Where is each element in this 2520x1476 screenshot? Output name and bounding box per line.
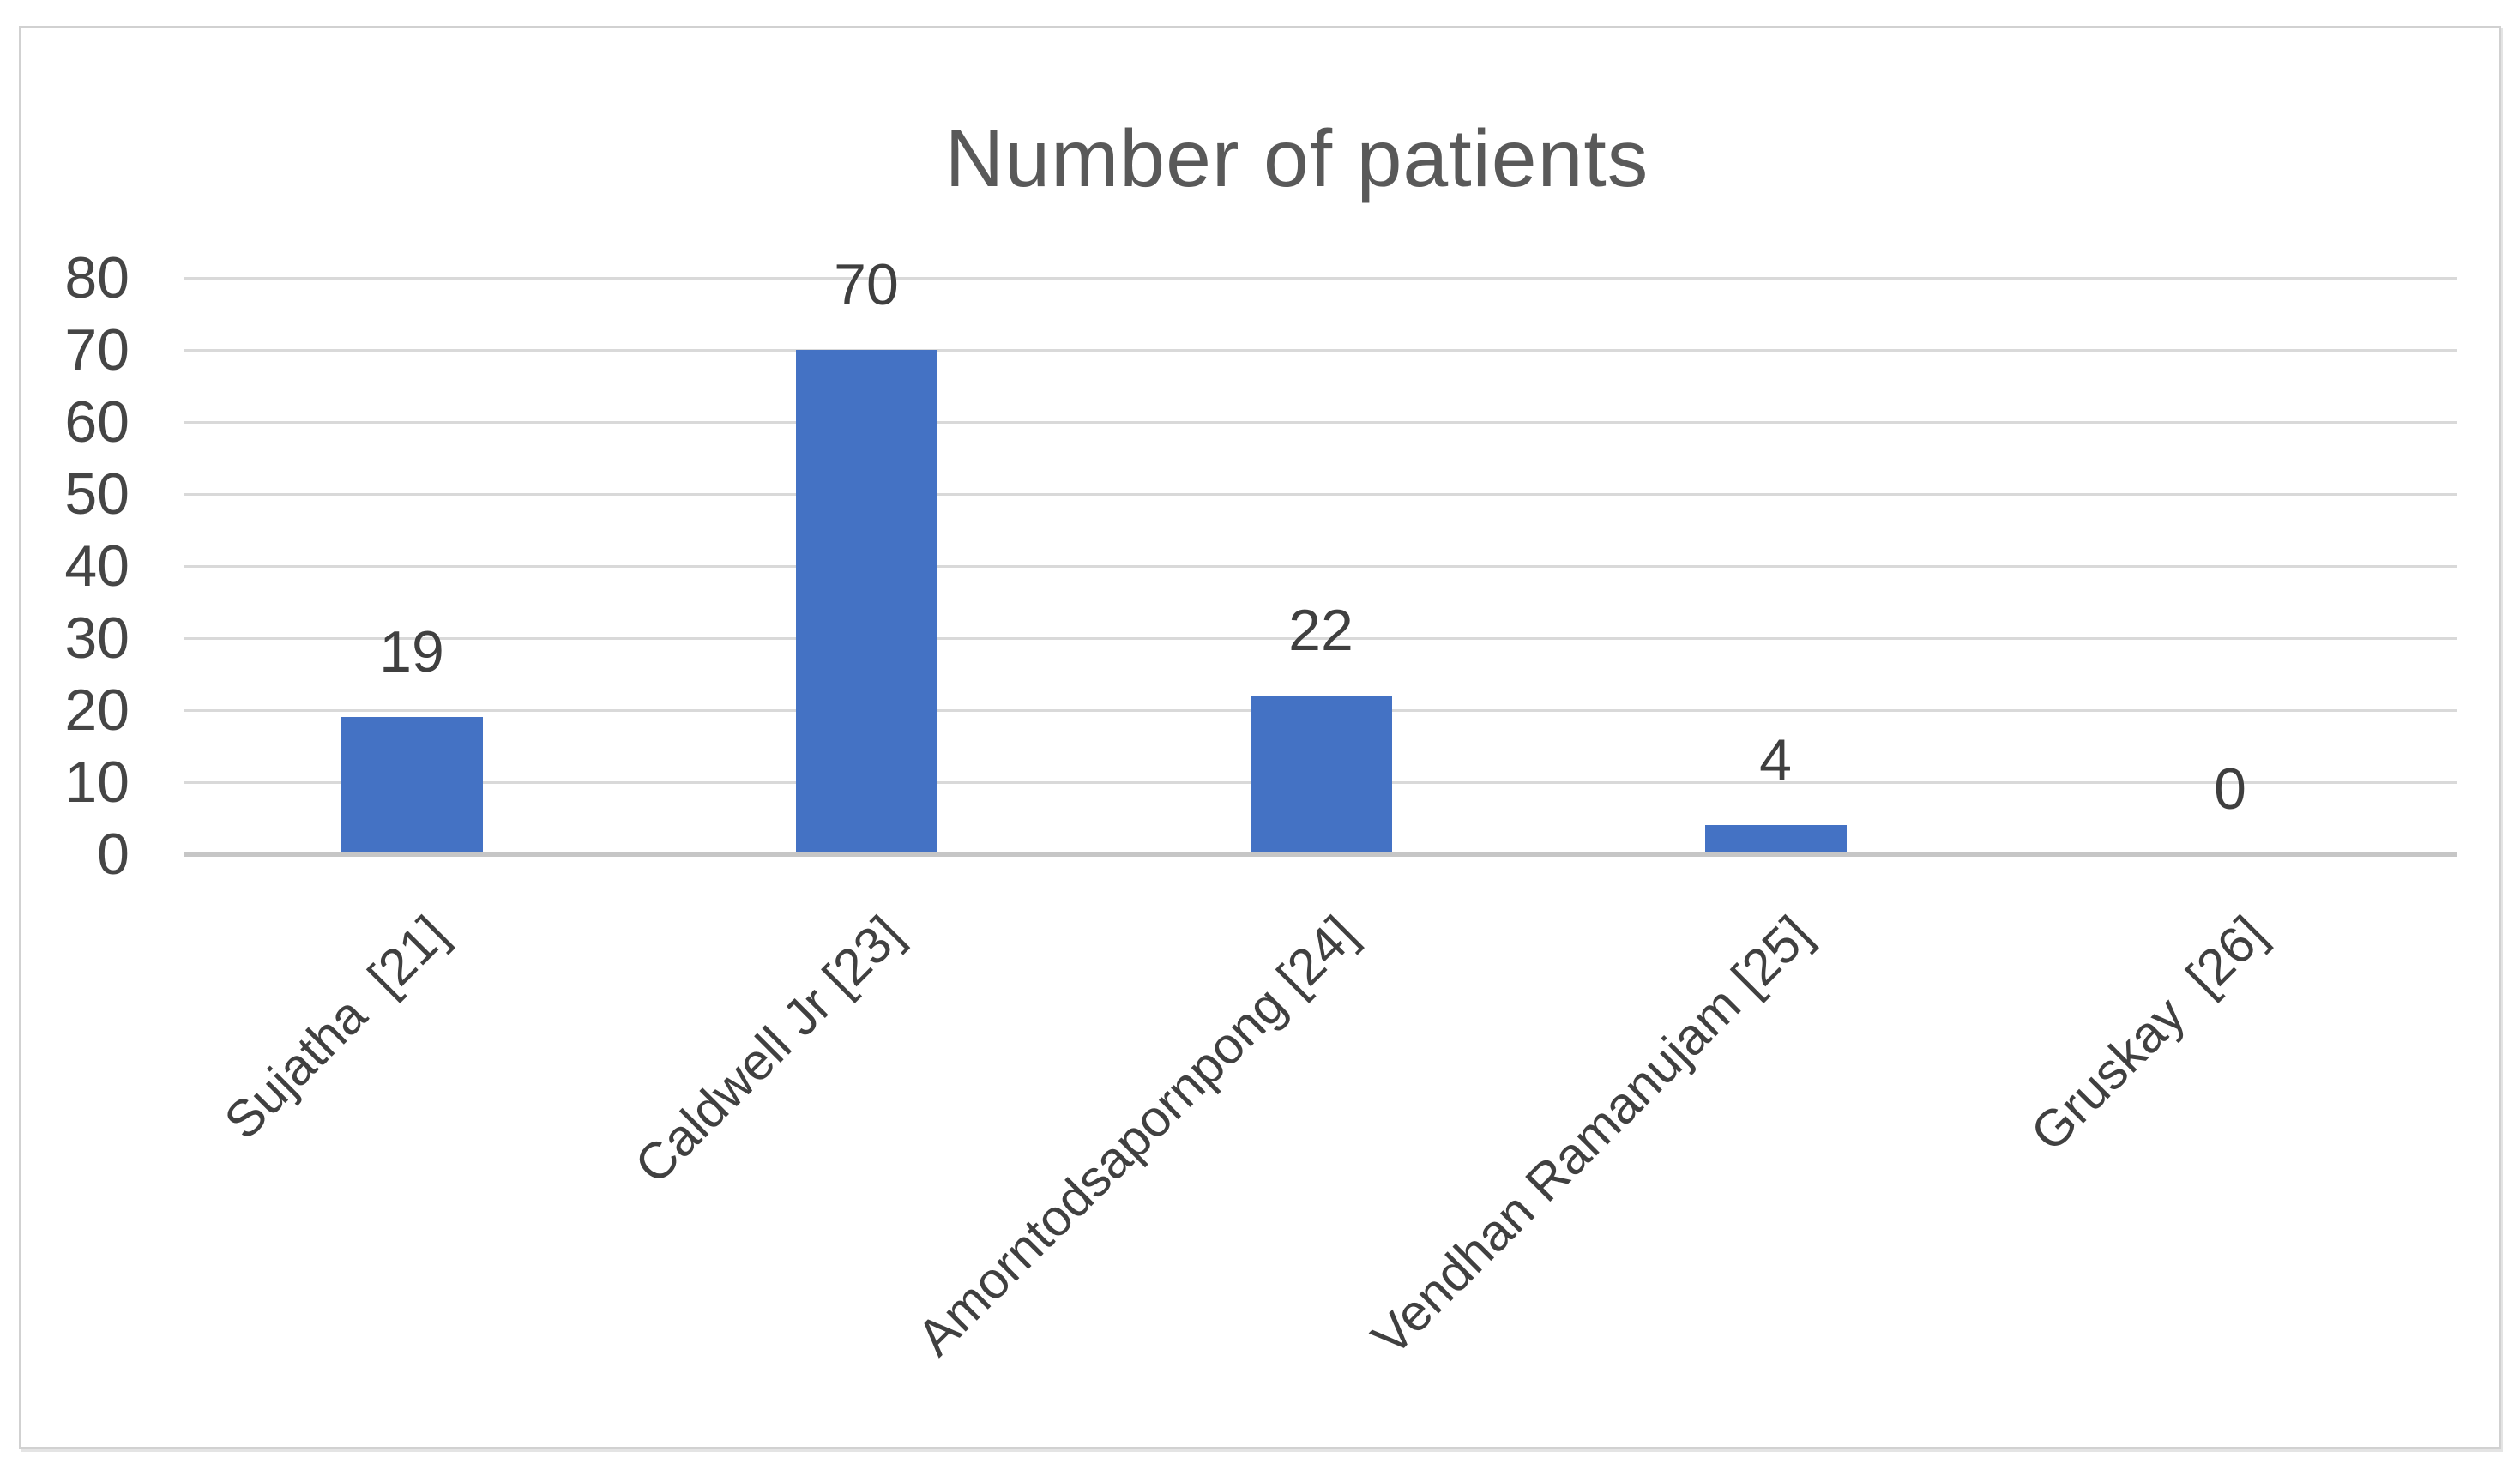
y-tick-label-30: 30 (64, 605, 130, 671)
chart-figure: Number of patients 80 70 60 50 40 30 20 10 0 19 Su… (19, 26, 2501, 1449)
gridline-y-40 (184, 565, 2457, 568)
y-tick-label-70: 70 (64, 317, 130, 383)
x-category-label-3: Amorntodsapornpong [24] (906, 905, 1368, 1367)
x-category-label-2: Caldwell Jr [23] (624, 905, 913, 1195)
chart-title: Number of patients (944, 113, 1649, 204)
y-tick-label-40: 40 (64, 533, 130, 599)
x-axis-line (184, 852, 2457, 857)
bar-1 (341, 717, 483, 854)
bar-value-label-3: 22 (1288, 598, 1353, 663)
y-tick-label-0: 0 (97, 822, 130, 887)
gridline-y-30 (184, 637, 2457, 640)
y-tick-label-20: 20 (64, 678, 130, 743)
gridline-y-60 (184, 421, 2457, 424)
y-tick-label-60: 60 (64, 389, 130, 455)
x-category-label-1: Sujatha [21] (213, 905, 459, 1150)
bar-value-label-2: 70 (834, 252, 899, 317)
bar-3 (1251, 696, 1392, 854)
bar-2 (796, 350, 937, 854)
bar-value-label-5: 0 (2214, 756, 2246, 822)
x-category-label-4: Vendhan Ramanujam [25] (1360, 905, 1823, 1367)
y-tick-label-50: 50 (64, 461, 130, 527)
x-category-label-5: Gruskay [26] (2019, 905, 2277, 1162)
gridline-y-80 (184, 277, 2457, 280)
gridline-y-70 (184, 349, 2457, 352)
gridline-y-50 (184, 493, 2457, 496)
bar-4 (1705, 825, 1847, 854)
bar-value-label-1: 19 (379, 619, 444, 684)
y-tick-label-10: 10 (64, 750, 130, 815)
y-tick-label-80: 80 (64, 245, 130, 310)
bar-value-label-4: 4 (1759, 727, 1792, 792)
